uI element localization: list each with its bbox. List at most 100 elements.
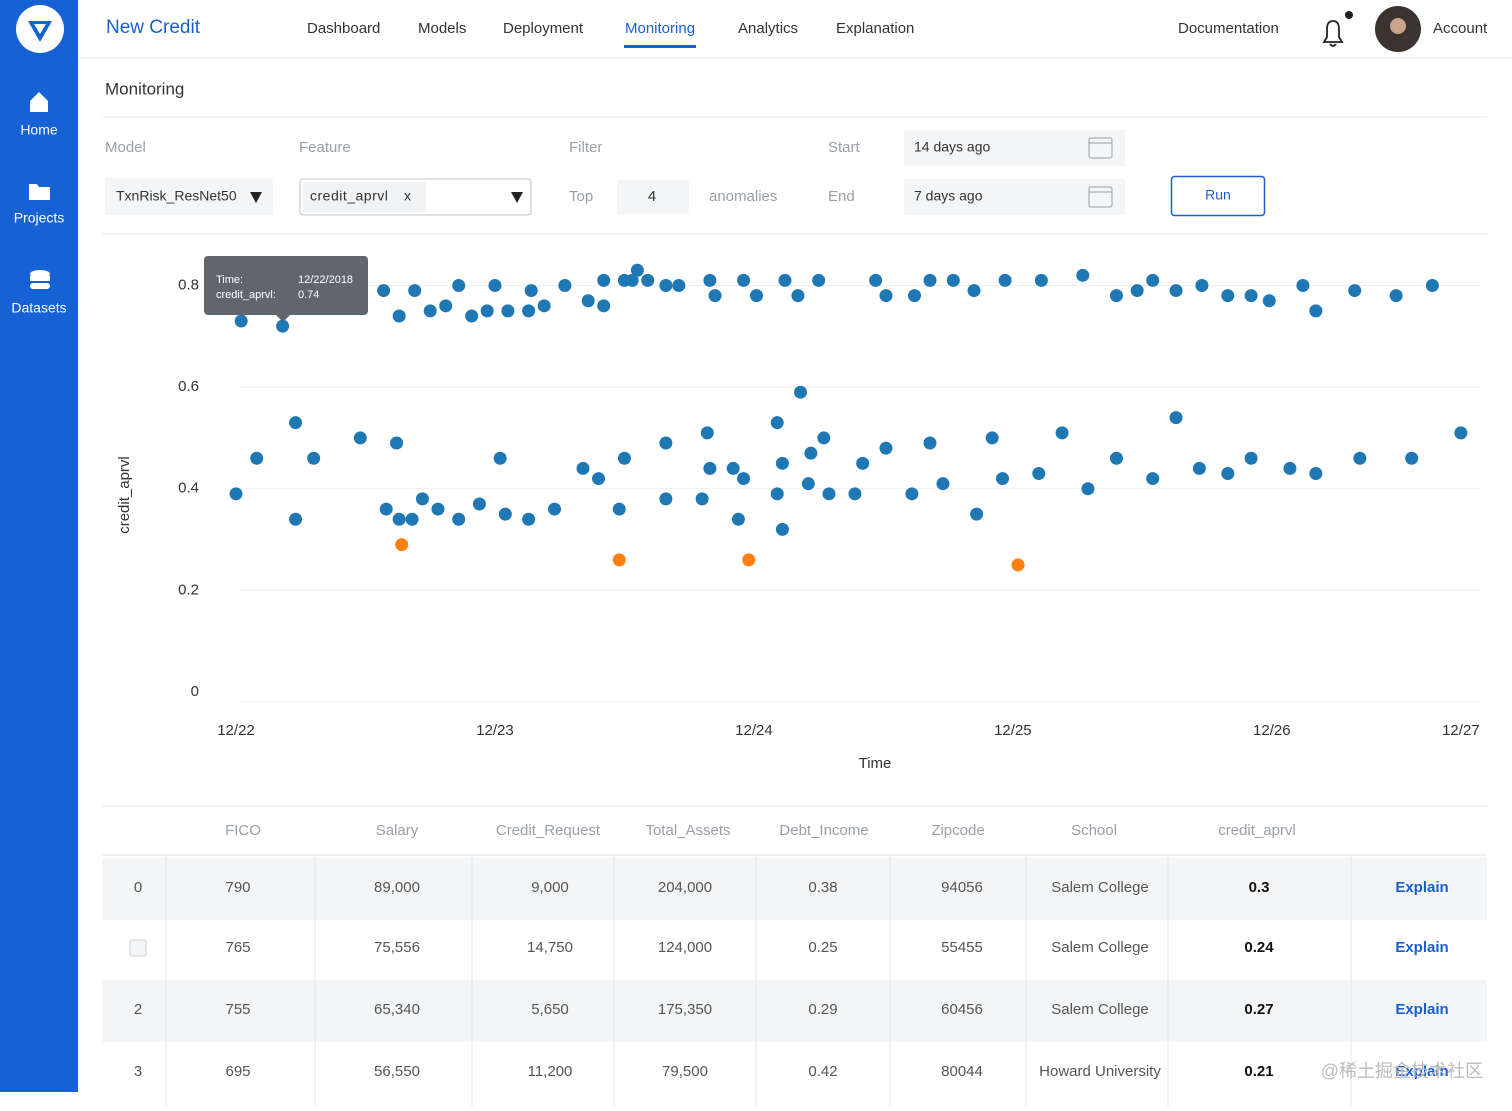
data-point[interactable] — [869, 273, 883, 287]
nav-link[interactable]: Models — [418, 20, 466, 37]
data-point[interactable] — [812, 273, 826, 287]
data-point[interactable] — [856, 456, 870, 470]
data-point[interactable] — [408, 284, 422, 298]
data-point[interactable] — [377, 284, 391, 298]
data-point[interactable] — [1169, 411, 1183, 425]
data-point[interactable] — [659, 278, 673, 292]
data-point[interactable] — [731, 512, 745, 526]
data-point[interactable] — [1034, 273, 1048, 287]
logo[interactable] — [16, 5, 64, 53]
data-point[interactable] — [1405, 451, 1419, 465]
nav-datasets[interactable]: Datasets — [11, 300, 66, 316]
data-point[interactable] — [708, 289, 722, 303]
data-point[interactable] — [480, 304, 494, 318]
data-point[interactable] — [775, 456, 789, 470]
data-point[interactable] — [392, 512, 406, 526]
data-point[interactable] — [817, 431, 831, 445]
data-point[interactable] — [592, 472, 606, 486]
explain-link[interactable]: Explain — [1395, 1001, 1448, 1018]
data-point[interactable] — [612, 553, 626, 567]
column-header[interactable]: credit_aprvl — [1218, 822, 1296, 839]
projects-icon[interactable] — [29, 184, 50, 200]
data-point[interactable] — [1130, 284, 1144, 298]
data-point[interactable] — [617, 451, 631, 465]
data-point[interactable] — [1109, 451, 1123, 465]
data-point[interactable] — [996, 472, 1010, 486]
data-point[interactable] — [558, 278, 572, 292]
calendar-icon[interactable] — [1088, 186, 1113, 208]
data-point[interactable] — [597, 299, 611, 313]
data-point[interactable] — [472, 497, 486, 511]
data-point[interactable] — [923, 273, 937, 287]
data-point[interactable] — [405, 512, 419, 526]
data-point[interactable] — [625, 273, 639, 287]
data-point[interactable] — [1109, 289, 1123, 303]
data-point[interactable] — [1296, 278, 1310, 292]
column-header[interactable]: Total_Assets — [645, 822, 730, 839]
data-point[interactable] — [1169, 284, 1183, 298]
data-point[interactable] — [804, 446, 818, 460]
data-point[interactable] — [1011, 558, 1025, 572]
data-point[interactable] — [493, 451, 507, 465]
data-point[interactable] — [936, 477, 950, 491]
data-point[interactable] — [1309, 467, 1323, 480]
data-point[interactable] — [501, 304, 515, 318]
column-header[interactable]: FICO — [225, 822, 261, 839]
feature-remove[interactable]: x — [404, 188, 411, 204]
nav-link[interactable]: Explanation — [836, 20, 914, 37]
data-point[interactable] — [985, 431, 999, 445]
data-point[interactable] — [307, 451, 321, 465]
data-point[interactable] — [822, 487, 836, 501]
data-point[interactable] — [1221, 289, 1235, 303]
data-point[interactable] — [1309, 304, 1323, 318]
data-point[interactable] — [630, 263, 644, 277]
data-point[interactable] — [1195, 278, 1209, 292]
data-point[interactable] — [379, 502, 393, 516]
data-point[interactable] — [431, 502, 445, 516]
end-input[interactable] — [904, 179, 1125, 215]
data-point[interactable] — [770, 416, 784, 430]
explain-link[interactable]: Explain — [1395, 879, 1448, 896]
data-point[interactable] — [465, 309, 479, 323]
data-point[interactable] — [770, 487, 784, 501]
top-input[interactable] — [617, 180, 689, 214]
data-point[interactable] — [488, 278, 502, 292]
account-link[interactable]: Account — [1433, 20, 1488, 37]
run-button[interactable] — [1170, 175, 1266, 217]
data-point[interactable] — [1425, 278, 1439, 292]
data-point[interactable] — [439, 299, 453, 313]
data-point[interactable] — [737, 273, 751, 287]
data-point[interactable] — [672, 278, 686, 292]
data-point[interactable] — [659, 436, 673, 450]
data-point[interactable] — [1353, 451, 1367, 465]
data-point[interactable] — [726, 461, 740, 475]
data-point[interactable] — [659, 492, 673, 506]
data-point[interactable] — [1389, 289, 1403, 303]
data-point[interactable] — [946, 273, 960, 287]
data-point[interactable] — [452, 278, 466, 292]
data-point[interactable] — [775, 522, 789, 536]
data-point[interactable] — [234, 314, 248, 328]
explain-link[interactable]: Explain — [1395, 939, 1448, 956]
start-input[interactable] — [904, 130, 1125, 166]
data-point[interactable] — [1262, 294, 1276, 308]
data-point[interactable] — [703, 461, 717, 475]
data-point[interactable] — [1244, 289, 1258, 303]
data-point[interactable] — [276, 319, 290, 333]
data-point[interactable] — [250, 451, 264, 465]
data-point[interactable] — [498, 507, 512, 521]
data-point[interactable] — [576, 461, 590, 475]
data-point[interactable] — [612, 502, 626, 516]
data-point[interactable] — [703, 273, 717, 287]
data-point[interactable] — [750, 289, 764, 303]
data-point[interactable] — [353, 431, 367, 445]
data-point[interactable] — [1283, 461, 1297, 475]
data-point[interactable] — [967, 284, 981, 298]
data-point[interactable] — [848, 487, 862, 501]
data-point[interactable] — [395, 538, 409, 552]
data-point[interactable] — [907, 289, 921, 303]
column-header[interactable]: School — [1071, 822, 1117, 839]
data-point[interactable] — [970, 507, 984, 521]
nav-link[interactable]: Dashboard — [307, 20, 380, 37]
data-point[interactable] — [737, 472, 751, 486]
